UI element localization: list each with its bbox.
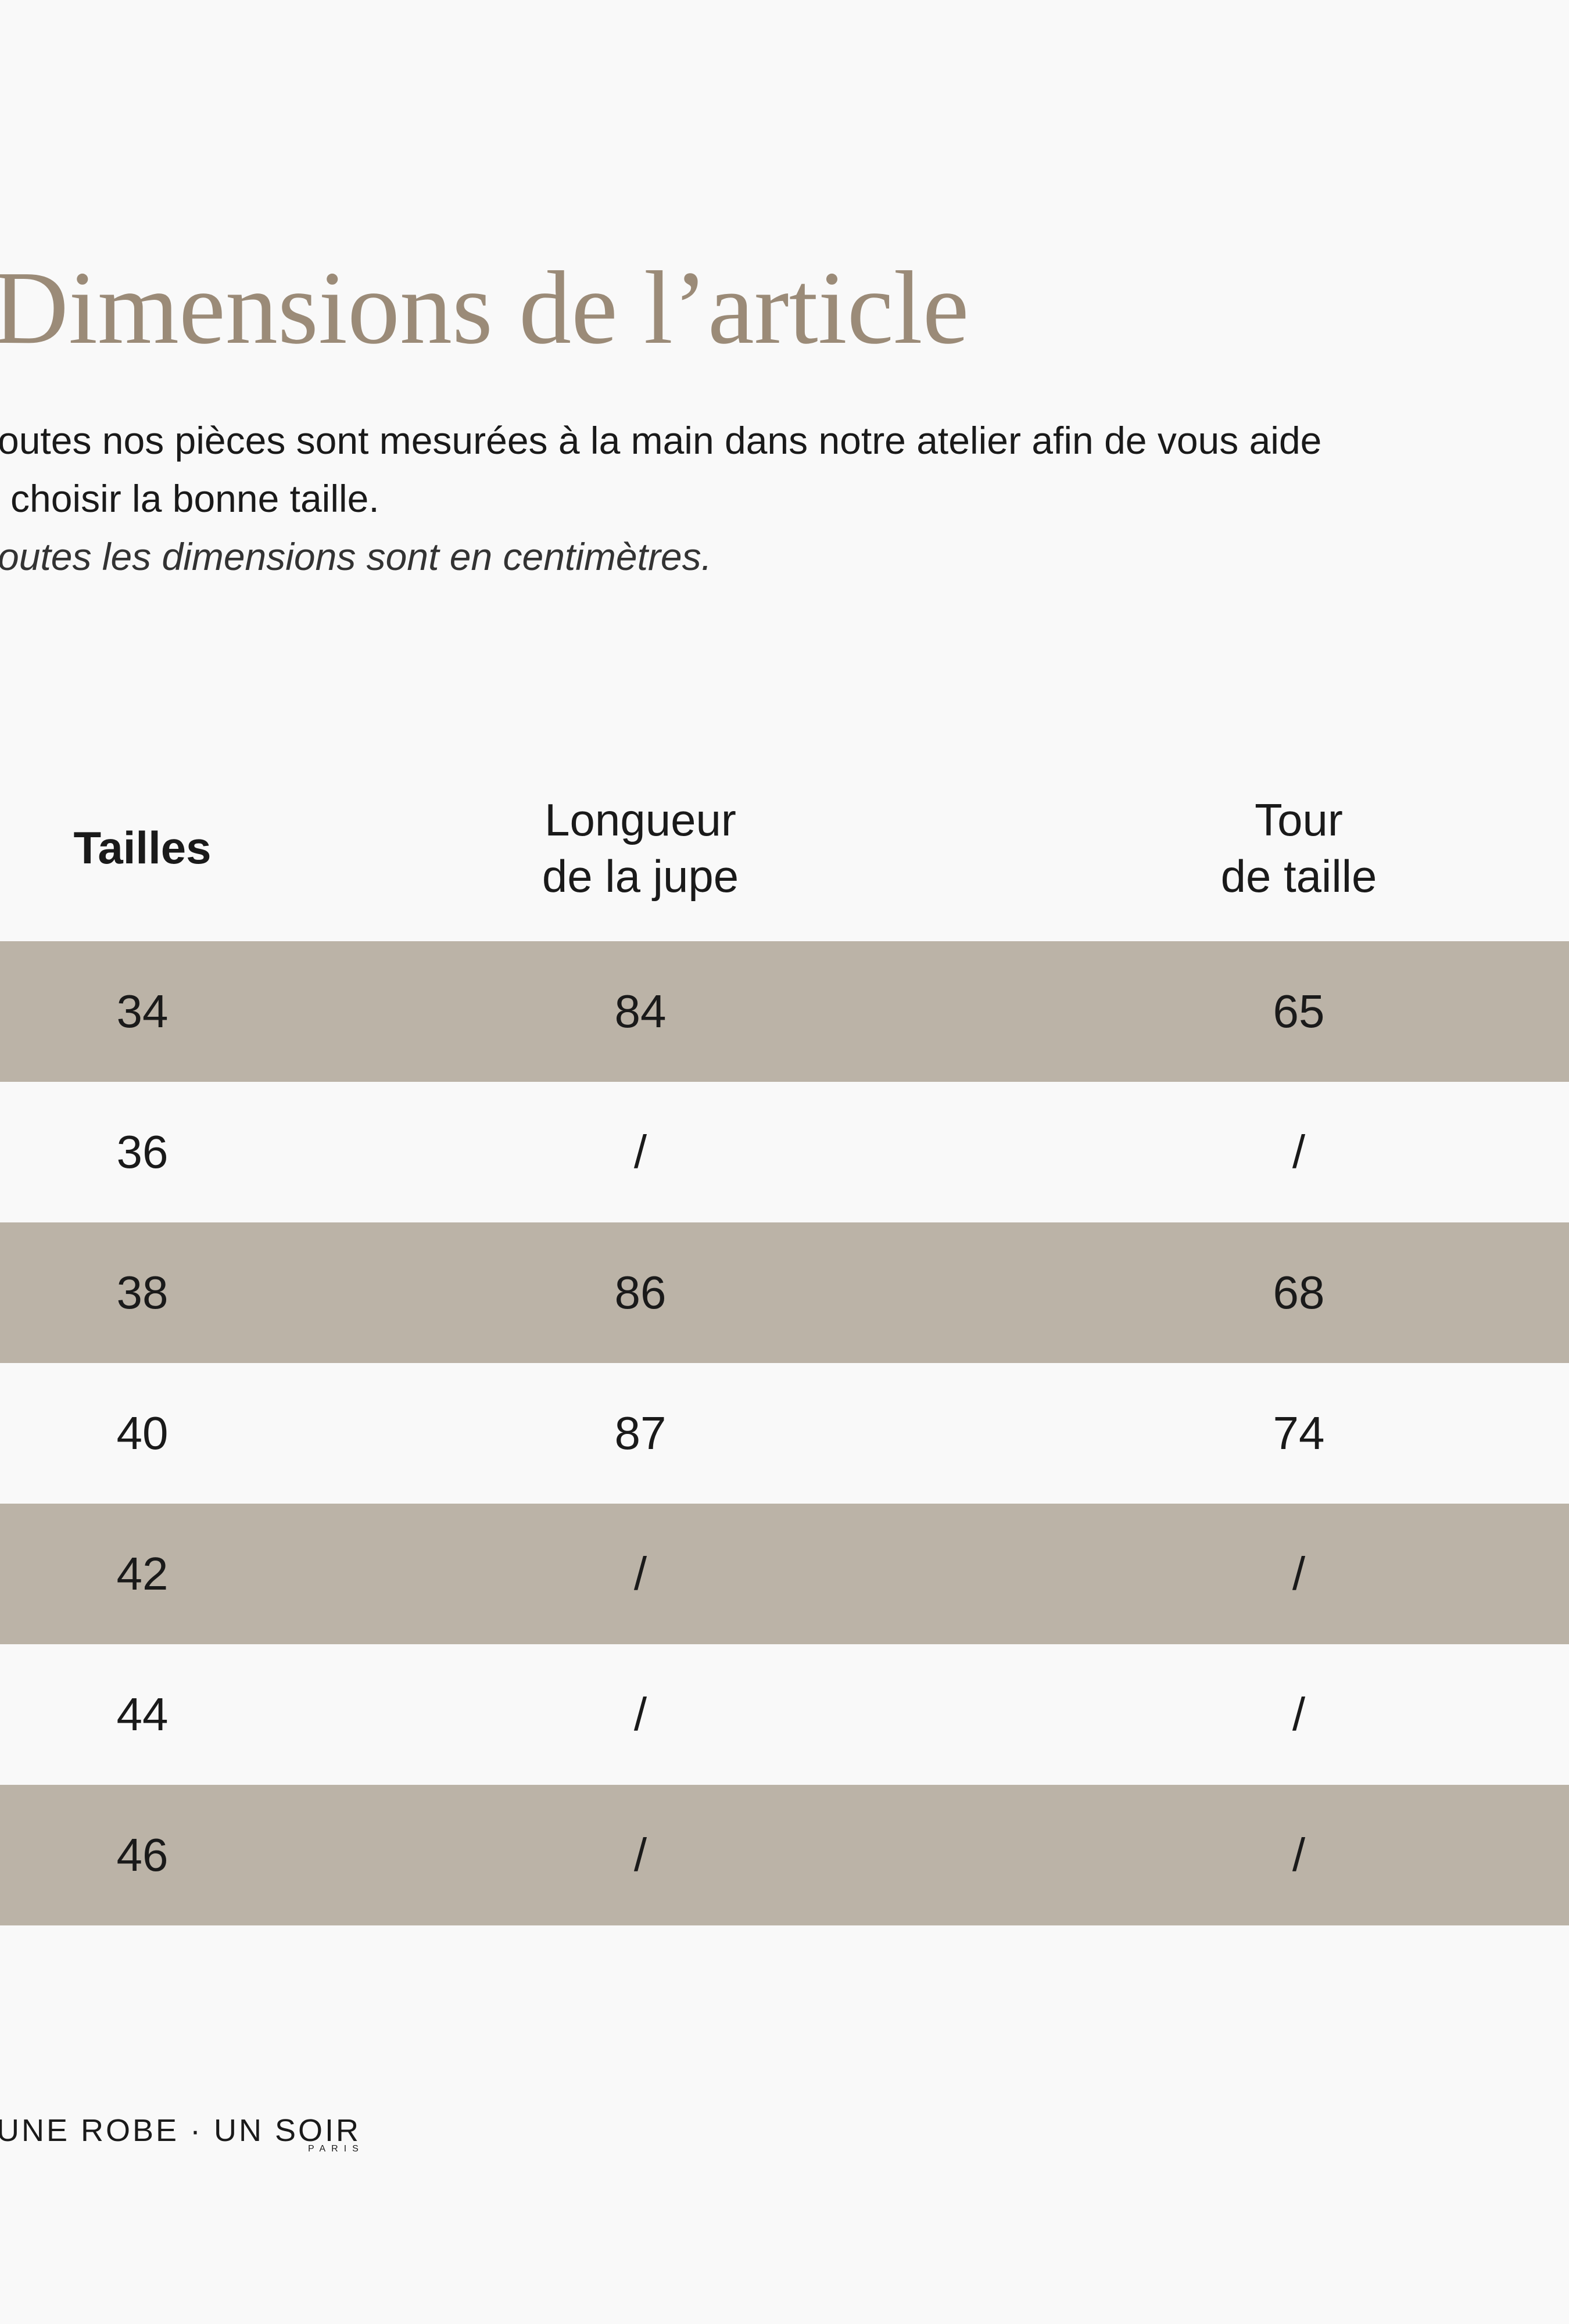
header-line: de taille — [1220, 851, 1377, 902]
table-cell: 74 — [1273, 1407, 1325, 1459]
table-cell: 65 — [1273, 985, 1325, 1037]
title: Dimensions de l’article — [0, 250, 969, 365]
table-cell: / — [1292, 1126, 1306, 1178]
logo-sub: PARIS — [308, 2144, 364, 2154]
table-cell: / — [633, 1688, 647, 1740]
column-header: Tailles — [0, 773, 404, 924]
table-row: 36 / / — [0, 1082, 1569, 1222]
header-line: de la jupe — [542, 851, 739, 902]
table-row: 38 86 68 — [0, 1222, 1569, 1363]
table-cell: / — [633, 1548, 647, 1599]
table-row: 46 / / — [0, 1785, 1569, 1925]
header-line: Longueur — [545, 794, 736, 845]
table-cell: / — [1292, 1548, 1306, 1599]
table-cell: 68 — [1273, 1267, 1325, 1318]
table-row: 44 / / — [0, 1644, 1569, 1785]
header-line: Tour — [1255, 794, 1343, 845]
table-cell: / — [1292, 1688, 1306, 1740]
table-cell: 42 — [116, 1548, 169, 1599]
table-cell: 84 — [614, 985, 667, 1037]
table-row: 34 84 65 — [0, 941, 1569, 1082]
table-row: 40 87 74 — [0, 1363, 1569, 1504]
table-cell: / — [633, 1829, 647, 1881]
table-cell: / — [1292, 1829, 1306, 1881]
intro-line: choisir la bonne taille. — [10, 477, 379, 520]
table-cell: 36 — [116, 1126, 169, 1178]
table-row: 42 / / — [0, 1504, 1569, 1644]
table-cell: 38 — [116, 1267, 169, 1318]
table-cell: 40 — [116, 1407, 169, 1459]
table-cell: / — [633, 1126, 647, 1178]
note: outes les dimensions sont en centimètres… — [0, 535, 712, 578]
header-line: Tailles — [73, 822, 212, 874]
table-cell: 44 — [116, 1688, 169, 1740]
table-cell: 46 — [116, 1829, 169, 1881]
table-cell: 34 — [116, 985, 169, 1037]
column-header: Longueur de la jupe — [379, 773, 902, 924]
table-cell: 86 — [614, 1267, 667, 1318]
column-header: Tour de taille — [1037, 773, 1560, 924]
table-cell: 87 — [614, 1407, 667, 1459]
logo: UNE ROBE · UN SOIR — [0, 2113, 361, 2148]
intro-line: outes nos pièces sont mesurées à la main… — [0, 419, 1322, 462]
